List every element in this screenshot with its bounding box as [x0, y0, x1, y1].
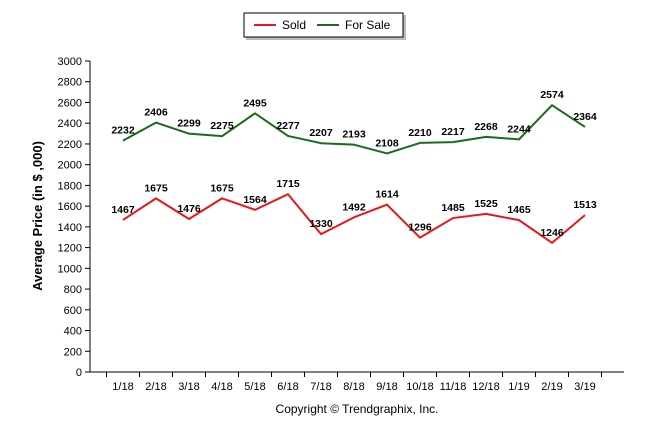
- x-axis: 1/18 2/18 3/18 4/18 5/18 6/18 7/18 8/18 9/18 10/1…: [90, 371, 624, 393]
- data-label-1: 2495: [243, 97, 267, 109]
- series-line-1: [122, 104, 586, 155]
- data-label-1: 2275: [210, 120, 234, 132]
- series-line-0: [122, 193, 586, 244]
- y-tick-label: 2400: [58, 118, 82, 130]
- x-tick-label: 3/18: [178, 381, 199, 393]
- data-label-1: 2232: [111, 125, 135, 137]
- y-tick-label: 1600: [58, 201, 82, 213]
- data-label-0: 1485: [441, 202, 465, 214]
- data-label-1: 2207: [309, 127, 333, 139]
- data-label-0: 1465: [507, 204, 531, 216]
- x-tick-label: 6/18: [277, 381, 298, 393]
- x-tick-label: 8/18: [343, 381, 364, 393]
- data-label-0: 1715: [276, 178, 300, 190]
- data-label-1: 2108: [375, 137, 399, 149]
- series-layer: [122, 104, 586, 244]
- x-tick-label: 1/18: [112, 381, 133, 393]
- y-axis-title: Average Price (in $ ,000): [30, 141, 45, 291]
- data-label-0: 1296: [408, 222, 432, 234]
- y-tick-label: 2000: [58, 160, 82, 172]
- y-tick-label: 1200: [58, 243, 82, 255]
- data-label-0: 1675: [210, 182, 234, 194]
- y-tick-label: 1800: [58, 180, 82, 192]
- data-label-1: 2277: [276, 120, 300, 132]
- data-label-1: 2217: [441, 126, 465, 138]
- y-tick-label: 2200: [58, 139, 82, 151]
- data-label-0: 1476: [177, 203, 201, 215]
- x-tick-label: 9/18: [376, 381, 397, 393]
- y-tick-label: 400: [64, 326, 82, 338]
- data-label-1: 2406: [144, 107, 168, 119]
- data-label-1: 2574: [540, 89, 564, 101]
- data-label-1: 2244: [507, 123, 531, 135]
- x-tick-label: 1/19: [508, 381, 529, 393]
- data-label-0: 1330: [309, 218, 333, 230]
- x-tick-label: 5/18: [244, 381, 265, 393]
- data-label-0: 1614: [375, 189, 399, 201]
- y-tick-label: 200: [64, 346, 82, 358]
- x-tick-label: 10/18: [406, 381, 434, 393]
- y-tick-label: 2800: [58, 77, 82, 89]
- legend-label-0: Sold: [282, 18, 306, 32]
- y-tick-label: 3000: [58, 56, 82, 68]
- data-label-1: 2364: [573, 111, 597, 123]
- x-tick-label: 12/18: [472, 381, 500, 393]
- x-tick-label: 2/19: [541, 381, 562, 393]
- data-label-1: 2268: [474, 121, 498, 133]
- data-label-0: 1525: [474, 198, 498, 210]
- legend: Sold For Sale: [243, 12, 406, 40]
- legend-label-1: For Sale: [345, 18, 391, 32]
- data-label-0: 1564: [243, 194, 267, 206]
- y-axis: 0 200 400 600 800 1000 1200 1400 1600 1800 2000 220…: [58, 56, 91, 379]
- data-label-1: 2193: [342, 129, 366, 141]
- y-tick-label: 0: [76, 367, 82, 379]
- data-labels: 1467 1675 1476 1675 1564 1715 1330 1492 1614 1296…: [111, 89, 597, 239]
- x-tick-label: 7/18: [310, 381, 331, 393]
- data-label-1: 2210: [408, 127, 432, 139]
- y-tick-label: 1000: [58, 263, 82, 275]
- x-tick-label: 4/18: [211, 381, 232, 393]
- x-tick-label: 3/19: [574, 381, 595, 393]
- data-label-1: 2299: [177, 118, 201, 130]
- data-label-0: 1492: [342, 201, 366, 213]
- y-tick-label: 800: [64, 284, 82, 296]
- y-tick-label: 2600: [58, 97, 82, 109]
- x-tick-label: 2/18: [145, 381, 166, 393]
- data-label-0: 1675: [144, 182, 168, 194]
- y-tick-label: 1400: [58, 222, 82, 234]
- x-tick-label: 11/18: [440, 381, 467, 393]
- data-label-0: 1246: [540, 227, 564, 239]
- data-label-0: 1467: [111, 204, 135, 216]
- y-tick-label: 600: [64, 305, 82, 317]
- data-label-0: 1513: [573, 199, 597, 211]
- copyright-footer: Copyright © Trendgraphix, Inc.: [276, 402, 439, 416]
